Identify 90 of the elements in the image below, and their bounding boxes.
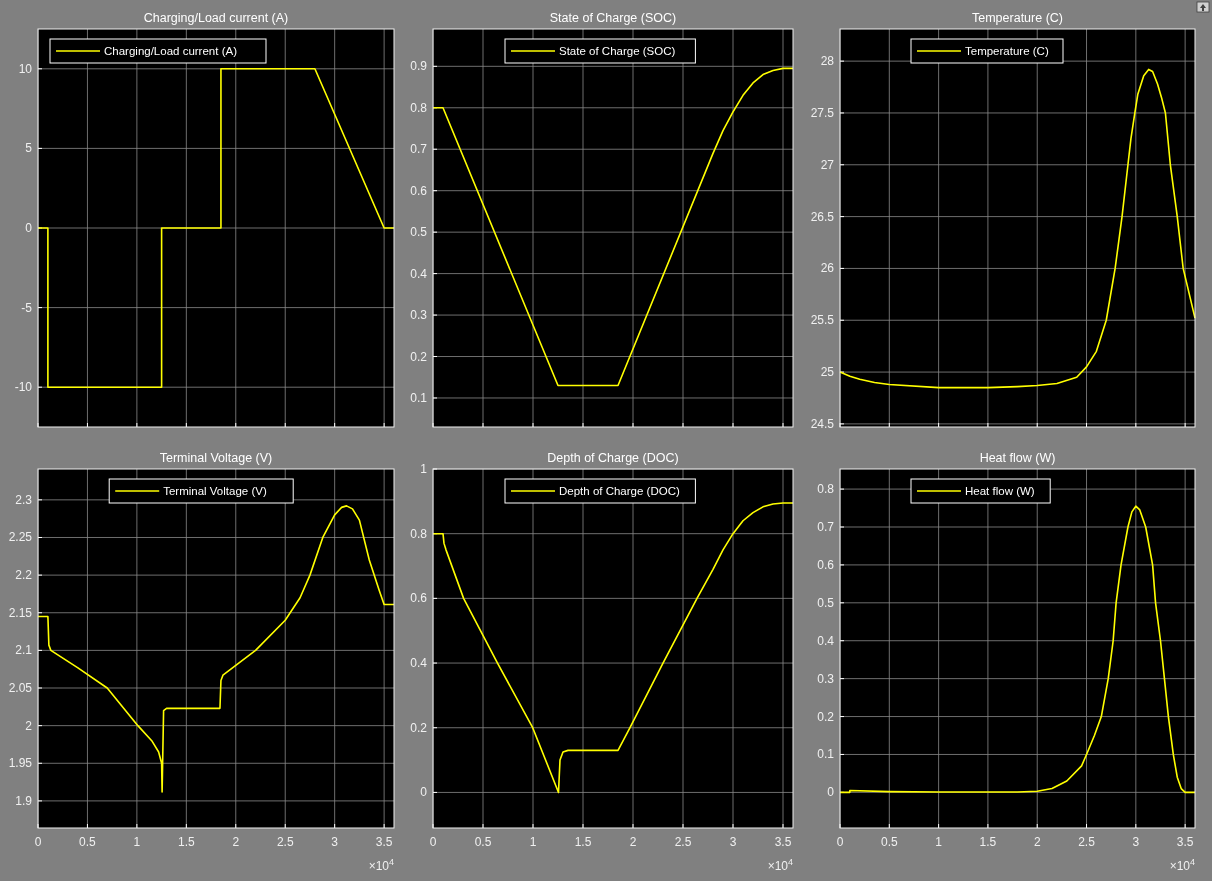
y-tick-label: 0.8 <box>410 100 428 115</box>
y-tick-label: 0.1 <box>817 747 835 762</box>
y-tick-label: 0.6 <box>410 183 428 198</box>
line-series <box>37 505 395 793</box>
y-tick-label: 0.9 <box>410 59 428 74</box>
x-tick-label: 2 <box>232 835 240 849</box>
y-tick-label: 0.6 <box>817 557 835 572</box>
legend-label: Depth of Charge (DOC) <box>559 485 680 497</box>
line-series <box>432 502 794 794</box>
chart-title: Charging/Load current (A) <box>143 11 289 25</box>
y-tick-label: 0.6 <box>410 591 428 606</box>
y-tick-label: 2.15 <box>8 605 33 620</box>
y-tick-label: 2.25 <box>8 530 33 545</box>
x-tick-label: 1.5 <box>979 835 997 849</box>
chart-title: Heat flow (W) <box>979 451 1056 465</box>
x-tick-label: 3 <box>331 835 339 849</box>
x-tick-label: 0.5 <box>79 835 97 849</box>
x-tick-label: 2 <box>1033 835 1041 849</box>
chart-title: State of Charge (SOC) <box>549 11 677 25</box>
text: ×10$^{4}$ <box>1169 857 1195 873</box>
legend-label: Charging/Load current (A) <box>104 45 238 57</box>
y-tick-label: 5 <box>25 141 33 156</box>
y-tick-label: 0.3 <box>817 671 835 686</box>
x-tick-label: 0.5 <box>474 835 492 849</box>
x-tick-label: 2 <box>629 835 637 849</box>
y-tick-label: 2 <box>25 718 33 733</box>
y-tick-label: 0.3 <box>410 308 428 323</box>
legend-label: Temperature (C) <box>965 45 1049 57</box>
y-tick-label: 0.2 <box>817 709 835 724</box>
y-tick-label: 0.5 <box>410 225 428 240</box>
y-tick-label: 0.7 <box>410 142 428 157</box>
y-tick-label: 1.9 <box>15 793 33 808</box>
legend-label: Terminal Voltage (V) <box>163 485 267 497</box>
chart-title: Terminal Voltage (V) <box>159 451 273 465</box>
y-tick-label: 0.8 <box>817 482 835 497</box>
y-tick-label: -5 <box>21 300 33 315</box>
x-tick-label: 1 <box>529 835 537 849</box>
line-series <box>432 67 794 387</box>
line-series <box>839 505 1196 794</box>
x-tick-label: 0 <box>429 835 437 849</box>
x-tick-label: 1.5 <box>177 835 195 849</box>
y-tick-label: 0.8 <box>410 526 428 541</box>
y-tick-label: 25.5 <box>810 313 835 328</box>
y-tick-label: 0.7 <box>817 520 835 534</box>
x-tick-label: 0.5 <box>880 835 898 849</box>
y-tick-label: 0 <box>420 785 428 800</box>
y-tick-label: 2.1 <box>15 643 33 658</box>
y-tick-label: 26 <box>820 261 835 276</box>
legend-label: Heat flow (W) <box>965 485 1035 497</box>
x-tick-label: 0 <box>836 835 844 849</box>
text: ×10$^{4}$ <box>767 857 793 873</box>
y-tick-label: 24.5 <box>810 416 835 431</box>
y-tick-label: 0.1 <box>410 390 428 405</box>
x-tick-label: 3.5 <box>375 835 393 849</box>
line-series <box>839 68 1196 389</box>
y-tick-label: 0.5 <box>817 595 835 610</box>
x-tick-label: 1.5 <box>574 835 592 849</box>
y-tick-label: 0.4 <box>817 633 835 648</box>
chart-title: Temperature (C) <box>972 11 1063 25</box>
y-tick-label: 25 <box>820 365 835 380</box>
x-tick-label: 2.5 <box>674 835 692 849</box>
legend-label: State of Charge (SOC) <box>559 45 676 57</box>
x-tick-label: 0 <box>34 835 42 849</box>
y-tick-label: 2.05 <box>8 681 33 696</box>
y-tick-label: 2.3 <box>15 492 33 507</box>
y-tick-label: -10 <box>14 380 33 395</box>
y-tick-label: 0 <box>827 785 835 800</box>
y-tick-label: 0.4 <box>410 656 428 671</box>
y-tick-label: 28 <box>820 54 835 69</box>
y-tick-label: 27 <box>820 157 835 172</box>
text: ×10$^{4}$ <box>368 857 394 873</box>
x-tick-label: 1 <box>133 835 141 849</box>
y-tick-label: 0 <box>25 221 33 235</box>
x-tick-label: 2.5 <box>1078 835 1096 849</box>
x-tick-label: 1 <box>935 835 943 849</box>
y-tick-label: 1.95 <box>8 756 33 771</box>
x-tick-label: 3 <box>729 835 737 849</box>
y-tick-label: 0.2 <box>410 720 428 735</box>
y-tick-label: 0.4 <box>410 266 428 281</box>
y-tick-label: 26.5 <box>810 209 835 224</box>
x-tick-label: 2.5 <box>276 835 294 849</box>
x-tick-label: 3 <box>1132 835 1140 849</box>
y-tick-label: 2.2 <box>15 568 33 583</box>
chart-title: Depth of Charge (DOC) <box>547 451 679 465</box>
y-tick-label: 1 <box>420 462 428 476</box>
y-tick-label: 10 <box>18 61 33 76</box>
y-tick-label: 0.2 <box>410 349 428 364</box>
y-tick-label: 27.5 <box>810 105 835 120</box>
x-tick-label: 3.5 <box>774 835 792 849</box>
x-tick-label: 3.5 <box>1176 835 1194 849</box>
